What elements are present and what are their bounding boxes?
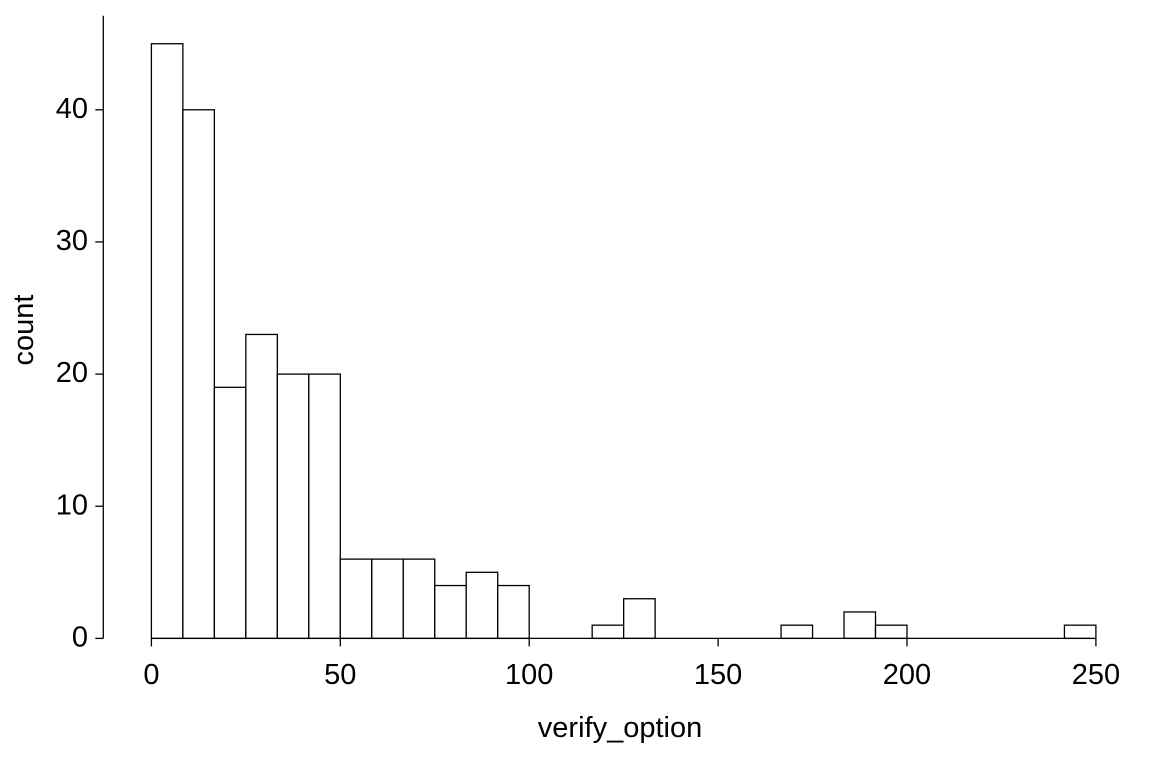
svg-text:10: 10 bbox=[56, 489, 88, 521]
svg-text:150: 150 bbox=[694, 659, 742, 691]
svg-text:50: 50 bbox=[324, 659, 356, 691]
svg-text:count: count bbox=[8, 295, 40, 366]
svg-text:100: 100 bbox=[505, 659, 553, 691]
svg-text:40: 40 bbox=[56, 93, 88, 125]
svg-text:250: 250 bbox=[1072, 659, 1120, 691]
svg-text:0: 0 bbox=[72, 621, 88, 653]
svg-text:30: 30 bbox=[56, 225, 88, 257]
svg-text:200: 200 bbox=[883, 659, 931, 691]
svg-text:verify_option: verify_option bbox=[538, 712, 702, 744]
svg-text:20: 20 bbox=[56, 357, 88, 389]
svg-text:0: 0 bbox=[143, 659, 159, 691]
